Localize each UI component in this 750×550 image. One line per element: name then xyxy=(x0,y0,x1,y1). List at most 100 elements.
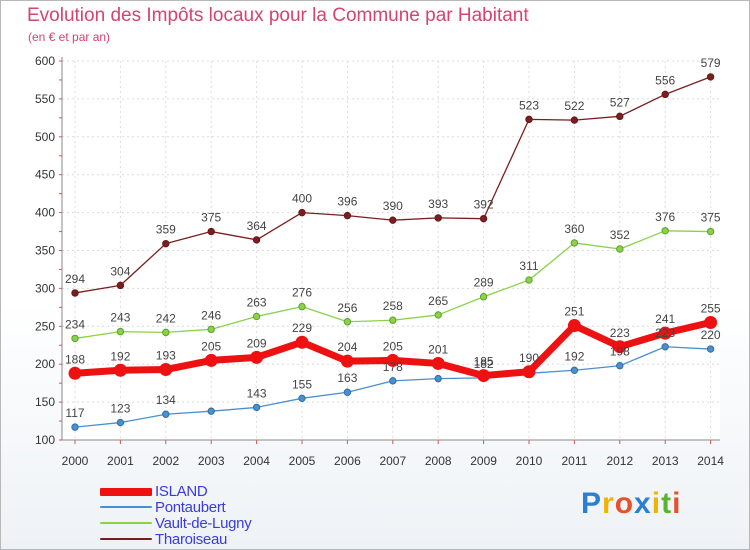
data-label-pontaubert: 117 xyxy=(65,406,84,420)
y-tick-label: 100 xyxy=(35,433,55,447)
data-label-vault-de-lugny: 263 xyxy=(247,295,267,309)
data-label-vault-de-lugny: 256 xyxy=(337,301,357,315)
data-point-pontaubert xyxy=(706,345,715,353)
data-label-island: 192 xyxy=(110,349,130,363)
data-label-tharoiseau: 375 xyxy=(201,211,221,225)
data-point-pontaubert xyxy=(207,407,215,415)
data-label-pontaubert: 182 xyxy=(474,357,494,371)
logo-letter: P xyxy=(581,487,603,520)
legend-label: ISLAND xyxy=(155,483,208,500)
data-label-island: 241 xyxy=(655,312,675,326)
data-point-pontaubert xyxy=(434,374,442,383)
x-tick-label: 2000 xyxy=(62,454,89,468)
data-point-tharoiseau xyxy=(661,90,669,99)
data-point-tharoiseau xyxy=(343,211,352,220)
data-point-vault-de-lugny xyxy=(298,302,306,311)
data-point-pontaubert xyxy=(570,366,579,374)
data-point-pontaubert xyxy=(616,362,624,370)
data-label-tharoiseau: 527 xyxy=(610,95,630,109)
proxiti-logo: Proxiti xyxy=(581,487,681,521)
data-label-vault-de-lugny: 246 xyxy=(201,308,221,322)
data-point-island xyxy=(250,350,264,364)
x-tick-label: 2009 xyxy=(470,454,497,468)
legend-label: Pontaubert xyxy=(155,499,226,516)
data-point-island xyxy=(658,326,672,340)
data-label-island: 229 xyxy=(292,321,312,335)
data-label-island: 193 xyxy=(156,349,176,363)
data-label-tharoiseau: 294 xyxy=(65,272,85,286)
data-point-tharoiseau xyxy=(298,208,306,217)
data-point-island xyxy=(522,365,536,379)
legend-swatch xyxy=(100,522,152,524)
data-point-pontaubert xyxy=(389,377,397,385)
data-label-tharoiseau: 392 xyxy=(474,198,494,212)
data-point-vault-de-lugny xyxy=(116,327,125,336)
data-label-pontaubert: 220 xyxy=(701,328,721,342)
data-point-tharoiseau xyxy=(706,73,715,81)
data-point-vault-de-lugny xyxy=(661,227,669,235)
data-point-vault-de-lugny xyxy=(252,312,261,321)
data-label-vault-de-lugny: 242 xyxy=(156,311,176,325)
legend-label: Vault-de-Lugny xyxy=(155,515,252,532)
logo-letter: t xyxy=(661,487,673,520)
data-label-pontaubert: 163 xyxy=(337,371,357,385)
logo-letter: x xyxy=(634,487,652,520)
logo-letter: o xyxy=(614,487,635,520)
data-label-vault-de-lugny: 289 xyxy=(474,276,494,290)
data-point-island xyxy=(386,353,400,367)
data-point-vault-de-lugny xyxy=(525,276,533,284)
data-point-pontaubert xyxy=(162,410,170,418)
data-label-vault-de-lugny: 376 xyxy=(655,210,675,224)
data-label-island: 255 xyxy=(701,302,721,316)
data-label-island: 205 xyxy=(383,339,403,353)
data-point-tharoiseau xyxy=(162,239,170,248)
data-point-vault-de-lugny xyxy=(706,227,715,236)
legend-item-tharoiseau: Tharoiseau xyxy=(100,531,360,548)
data-label-vault-de-lugny: 352 xyxy=(610,228,630,242)
data-point-island xyxy=(477,369,491,383)
data-label-island: 188 xyxy=(65,352,85,366)
data-point-tharoiseau xyxy=(116,281,125,290)
data-label-vault-de-lugny: 311 xyxy=(519,259,538,273)
data-point-pontaubert xyxy=(252,403,261,412)
data-label-tharoiseau: 523 xyxy=(519,98,539,112)
data-label-pontaubert: 134 xyxy=(156,393,176,407)
logo-letter: r xyxy=(602,487,615,520)
legend-label: Tharoiseau xyxy=(155,531,228,548)
data-label-pontaubert: 143 xyxy=(247,386,267,400)
data-label-vault-de-lugny: 265 xyxy=(428,294,448,308)
data-label-island: 201 xyxy=(428,342,448,356)
data-point-island xyxy=(613,340,627,354)
data-label-island: 185 xyxy=(474,355,494,369)
data-point-pontaubert xyxy=(116,418,125,427)
data-point-vault-de-lugny xyxy=(570,239,579,247)
data-point-tharoiseau xyxy=(570,116,579,124)
y-tick-label: 550 xyxy=(35,92,55,106)
data-point-tharoiseau xyxy=(479,214,488,223)
data-point-island xyxy=(204,353,218,367)
legend-swatch xyxy=(100,488,152,496)
y-tick-label: 300 xyxy=(35,281,55,295)
legend-swatch xyxy=(100,538,152,540)
data-point-pontaubert xyxy=(661,343,669,351)
data-label-island: 251 xyxy=(564,305,584,319)
y-tick-label: 200 xyxy=(35,357,55,371)
data-label-pontaubert: 123 xyxy=(110,402,130,416)
data-point-vault-de-lugny xyxy=(616,245,624,253)
data-label-island: 205 xyxy=(201,339,221,353)
data-label-tharoiseau: 359 xyxy=(156,223,176,237)
x-tick-label: 2010 xyxy=(516,454,543,468)
data-label-island: 204 xyxy=(337,340,357,354)
data-label-vault-de-lugny: 234 xyxy=(65,317,85,331)
data-point-tharoiseau xyxy=(71,289,79,297)
data-label-tharoiseau: 579 xyxy=(701,56,721,70)
data-point-island xyxy=(567,319,581,333)
data-point-tharoiseau xyxy=(434,214,442,222)
data-label-island: 223 xyxy=(610,326,630,340)
data-label-island: 209 xyxy=(247,336,267,350)
y-tick-label: 250 xyxy=(35,319,55,333)
y-tick-label: 450 xyxy=(35,168,55,182)
data-label-tharoiseau: 400 xyxy=(292,192,312,206)
data-point-pontaubert xyxy=(298,394,306,403)
data-point-vault-de-lugny xyxy=(389,316,397,324)
